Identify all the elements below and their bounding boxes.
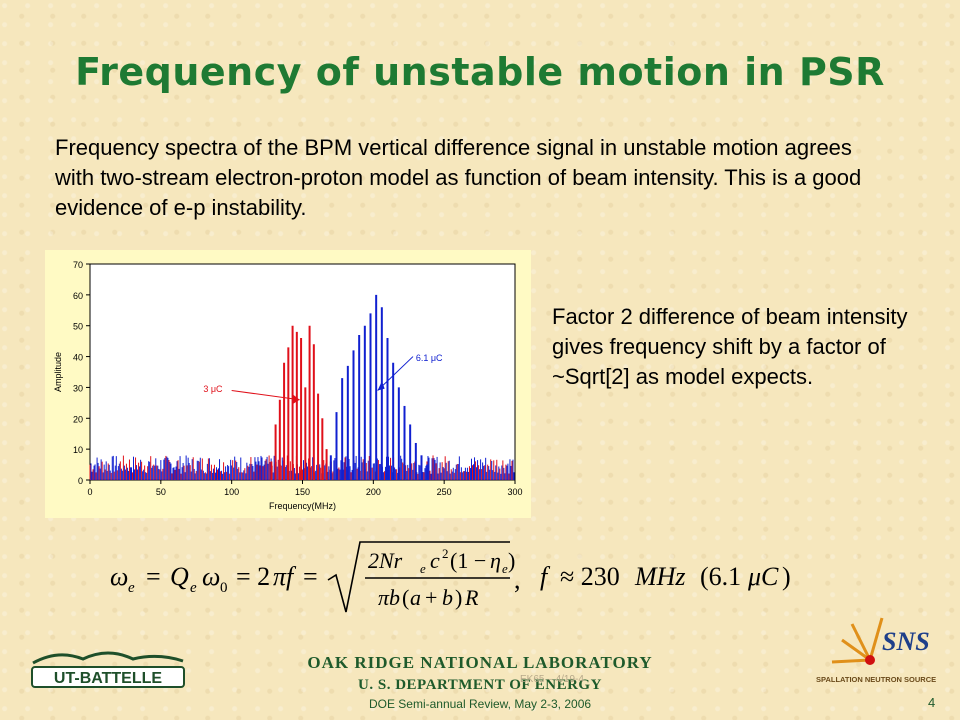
svg-text:,: ,	[514, 565, 521, 594]
footer-org: OAK RIDGE NATIONAL LABORATORY U. S. DEPA…	[0, 653, 960, 694]
y-tick-label: 10	[73, 445, 83, 455]
svg-text:= 2: = 2	[236, 562, 270, 591]
sns-logo-text: SNS	[882, 627, 930, 656]
x-tick-label: 250	[437, 487, 452, 497]
svg-text:πb: πb	[378, 585, 400, 610]
ut-battelle-logo-text: UT-BATTELLE	[54, 670, 162, 687]
footer-org-line2: U. S. DEPARTMENT OF ENERGY	[358, 677, 602, 693]
svg-text:b: b	[442, 585, 453, 610]
annotation-label-3uC: 3 μC	[203, 384, 223, 394]
svg-text:2Nr: 2Nr	[368, 548, 403, 573]
x-tick-label: 100	[224, 487, 239, 497]
svg-text:R: R	[464, 585, 479, 610]
svg-text:≈ 230: ≈ 230	[560, 562, 620, 591]
y-tick-label: 20	[73, 414, 83, 424]
annotation-label-6uC: 6.1 μC	[416, 353, 443, 363]
x-tick-label: 300	[507, 487, 522, 497]
side-paragraph: Factor 2 difference of beam intensity gi…	[552, 304, 908, 389]
chart-svg: 0 10 20 30 40 50 60 70 0 50 100 150 200 250 300 Frequen…	[53, 260, 523, 511]
annotation-arrow-6uC	[377, 356, 414, 391]
sns-logo: SNS SPALLATION NEUTRON SOURCE	[816, 617, 936, 684]
page-number: 4	[928, 695, 936, 710]
frequency-spectrum-chart: 0 10 20 30 40 50 60 70 0 50 100 150 200 250 300 Frequen…	[45, 250, 531, 518]
svg-text:0: 0	[220, 580, 228, 596]
y-axis-label: Amplitude	[53, 352, 63, 392]
svg-text:πf: πf	[273, 562, 297, 591]
annotation-arrow-3uC	[231, 390, 300, 401]
svg-text:c: c	[430, 548, 440, 573]
svg-text:2: 2	[442, 546, 449, 561]
x-tick-label: 0	[87, 487, 92, 497]
annotation-arrowhead-6uC	[377, 381, 385, 391]
x-tick-label: 50	[156, 487, 166, 497]
svg-text:a: a	[410, 585, 421, 610]
x-tick-label: 200	[366, 487, 381, 497]
x-axis-label: Frequency(MHz)	[269, 501, 336, 511]
svg-text:(1 −: (1 −	[450, 548, 486, 573]
ut-battelle-logo: UT-BATTELLE	[31, 651, 185, 688]
watermark: EK65 – 4/19-4	[520, 674, 584, 685]
svg-text:e: e	[502, 561, 508, 576]
y-tick-label: 0	[78, 476, 83, 486]
x-tick-label: 150	[295, 487, 310, 497]
svg-text:(6.1: (6.1	[700, 562, 741, 591]
y-tick-label: 70	[73, 260, 83, 270]
svg-text:ω: ω	[110, 562, 128, 591]
slide-title: Frequency of unstable motion in PSR	[75, 50, 885, 94]
svg-text:e: e	[190, 580, 197, 596]
svg-text:): )	[455, 585, 462, 610]
svg-text:): )	[508, 548, 515, 573]
y-tick-label: 60	[73, 291, 83, 301]
svg-text:e: e	[128, 580, 135, 596]
svg-text:Q: Q	[170, 562, 189, 591]
annotation-arrowhead-3uC	[292, 394, 300, 405]
svg-text:=: =	[303, 562, 318, 591]
y-tick-label: 40	[73, 353, 83, 363]
intro-paragraph: Frequency spectra of the BPM vertical di…	[55, 135, 862, 220]
svg-text:f: f	[540, 562, 551, 591]
y-tick-label: 50	[73, 322, 83, 332]
sns-logo-subtext: SPALLATION NEUTRON SOURCE	[816, 675, 936, 684]
svg-text:(: (	[402, 585, 409, 610]
svg-text:μC: μC	[747, 562, 779, 591]
svg-text:=: =	[146, 562, 161, 591]
svg-text:ω: ω	[202, 562, 220, 591]
svg-text:η: η	[490, 548, 501, 573]
footer-event: DOE Semi-annual Review, May 2-3, 2006	[368, 697, 592, 711]
svg-text:e: e	[420, 561, 426, 576]
svg-text:MHz: MHz	[634, 562, 686, 591]
plot-area	[89, 263, 516, 481]
footer-org-line1: OAK RIDGE NATIONAL LABORATORY	[307, 653, 653, 672]
svg-text:): )	[782, 562, 791, 591]
svg-text:+: +	[425, 585, 437, 610]
y-tick-label: 30	[73, 383, 83, 393]
